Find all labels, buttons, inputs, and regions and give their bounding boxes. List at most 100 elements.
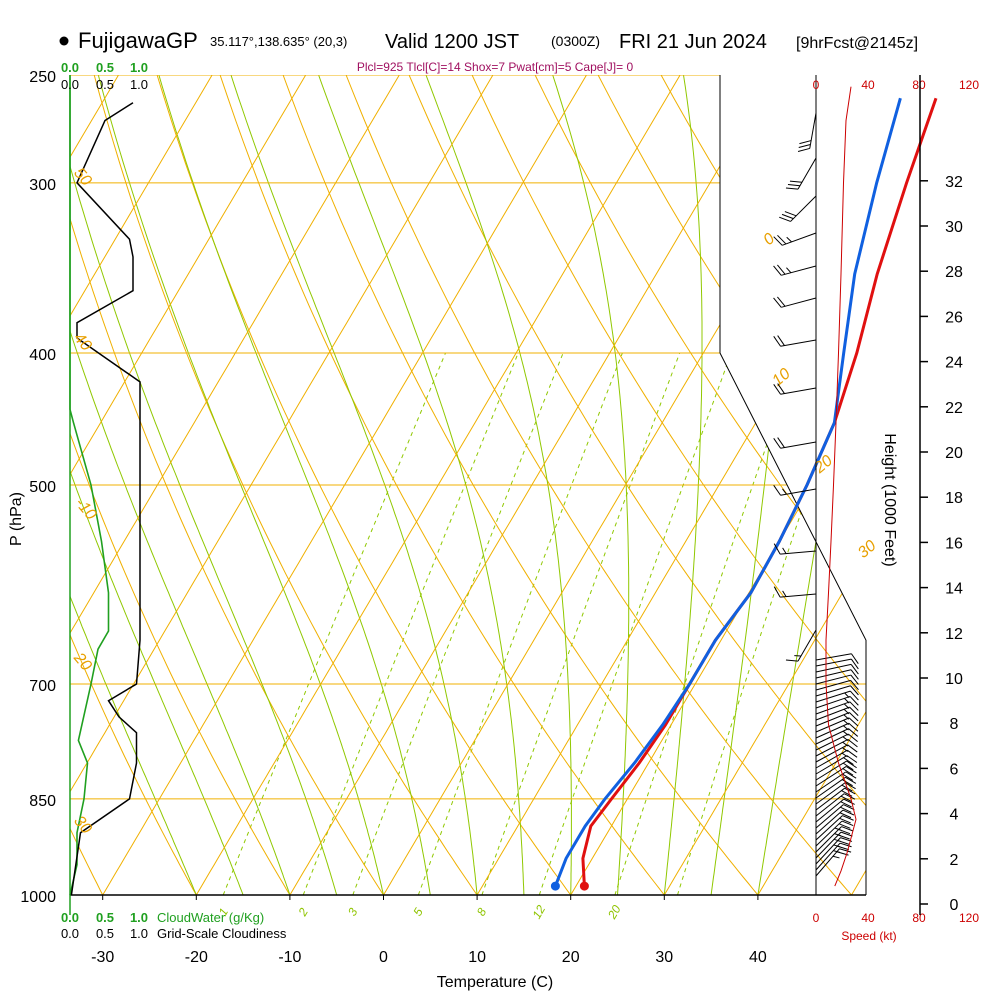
wind-barb-full bbox=[850, 658, 859, 670]
sounding-params: Plcl=925 Tlcl[C]=14 Shox=7 Pwat[cm]=5 Ca… bbox=[357, 60, 634, 74]
plot-frame bbox=[69, 75, 867, 915]
wind-barb-full bbox=[847, 739, 858, 748]
moist-adiabat-line bbox=[318, 75, 525, 895]
wind-barb bbox=[815, 685, 859, 697]
plot-frame-right-edge bbox=[719, 75, 867, 895]
moist-adiabat-line bbox=[552, 75, 630, 895]
wind-barb-full bbox=[847, 744, 858, 753]
pressure-axis: 250 300 400 500 700 850 1000 bbox=[20, 69, 56, 906]
moist-adiabat-line bbox=[70, 75, 291, 895]
wind-barb-staff bbox=[815, 782, 846, 805]
legend-bottom-black: 1.0 bbox=[130, 926, 148, 941]
wind-barb-full bbox=[842, 809, 855, 816]
wind-barb-full bbox=[849, 696, 859, 706]
legend-top-black: 0.0 bbox=[61, 77, 79, 92]
wind-barb-staff bbox=[815, 771, 847, 793]
legend-top-green: 0.0 bbox=[61, 60, 79, 75]
height-tick-label: 10 bbox=[945, 671, 963, 688]
valid-time: Valid 1200 JST bbox=[385, 31, 519, 53]
dry-adiabat-line bbox=[70, 75, 197, 895]
isotherm-line bbox=[70, 75, 508, 895]
wind-barb-staff bbox=[815, 787, 845, 811]
height-tick-label: 12 bbox=[945, 626, 963, 643]
isotherm-label: 30 bbox=[855, 537, 880, 562]
wind-barb-full bbox=[844, 787, 856, 795]
wind-barb-full bbox=[839, 848, 852, 853]
wind-barb-half bbox=[786, 267, 792, 274]
wind-barb-staff bbox=[815, 663, 852, 673]
height-tick-label: 22 bbox=[945, 400, 963, 417]
height-tick-label: 24 bbox=[945, 355, 963, 372]
wind-barb-staff bbox=[780, 339, 817, 347]
wind-barb bbox=[815, 787, 856, 811]
wind-barb-full bbox=[784, 211, 797, 217]
wind-barb-staff bbox=[815, 701, 851, 715]
wind-barb-staff bbox=[815, 760, 847, 781]
wind-barb-full bbox=[841, 820, 854, 827]
wind-barb bbox=[815, 793, 856, 817]
pressure-tick-label: 300 bbox=[29, 177, 56, 194]
legend-bottom-black: 0.0 bbox=[61, 926, 79, 941]
wind-barb-staff bbox=[815, 815, 843, 841]
wind-barb-staff bbox=[815, 690, 851, 703]
isotherm-line bbox=[476, 75, 866, 895]
wind-barb bbox=[773, 232, 817, 246]
isotherm-line bbox=[757, 75, 866, 895]
wind-barb-full bbox=[799, 140, 812, 145]
wind-barb-full bbox=[842, 762, 854, 771]
x-tick-label: -30 bbox=[91, 949, 114, 966]
wind-barb-staff bbox=[780, 441, 817, 449]
dry-adiabat-line bbox=[398, 75, 866, 895]
wind-barb-full bbox=[849, 712, 859, 722]
wind-barb-full bbox=[777, 234, 787, 245]
cloudwater-label: CloudWater (g/Kg) bbox=[157, 910, 264, 925]
wind-barb-staff bbox=[780, 387, 817, 395]
wind-barb-staff bbox=[815, 669, 852, 679]
isotherm-line bbox=[102, 75, 602, 895]
isotherm-line bbox=[289, 75, 789, 895]
forecast-info: [9hrFcst@2145z] bbox=[796, 35, 918, 52]
wind-barb-full bbox=[845, 776, 857, 784]
wind-barb-staff bbox=[815, 706, 850, 721]
wind-barb bbox=[815, 658, 859, 670]
isotherm-line bbox=[70, 75, 414, 895]
wind-barb-staff bbox=[782, 232, 817, 246]
mixing-ratio-line bbox=[538, 352, 732, 895]
wind-barb-staff bbox=[815, 674, 851, 685]
wind-barb bbox=[785, 629, 817, 662]
y-axis-label: P (hPa) bbox=[8, 492, 25, 546]
cloudwater-profile bbox=[69, 75, 110, 896]
height-tick-label: 2 bbox=[950, 852, 959, 869]
wind-barb-staff bbox=[815, 658, 852, 667]
mixing-label: 8 bbox=[474, 905, 490, 918]
wind-barb-full bbox=[844, 782, 856, 790]
wind-barb-full bbox=[777, 335, 785, 346]
speed-tick-bottom: 80 bbox=[912, 911, 926, 925]
wind-barb-full bbox=[779, 216, 791, 222]
height-tick-label: 26 bbox=[945, 309, 963, 326]
speed-tick-top: 80 bbox=[912, 78, 926, 92]
wind-barb-full bbox=[842, 773, 854, 781]
wind-barb-full bbox=[839, 817, 851, 824]
wind-barb bbox=[773, 485, 817, 496]
x-tick-label: -20 bbox=[185, 949, 208, 966]
wind-barb-staff bbox=[809, 112, 817, 149]
moist-adiabat-line bbox=[663, 75, 703, 895]
cloudiness-label: Grid-Scale Cloudiness bbox=[157, 926, 287, 941]
dry-adiabat-line bbox=[149, 75, 572, 895]
wind-barb-full bbox=[839, 812, 852, 819]
dewpoint-profile bbox=[554, 97, 902, 887]
height-tick-label: 0 bbox=[950, 897, 959, 914]
dry-adiabat-label: 20 bbox=[70, 649, 95, 674]
wind-barb bbox=[815, 674, 859, 685]
legend-top-green: 0.5 bbox=[96, 60, 114, 75]
wind-barb-full bbox=[848, 722, 859, 732]
wind-barb-full bbox=[842, 768, 854, 776]
height-tick-label: 16 bbox=[945, 535, 963, 552]
wind-barb-staff bbox=[815, 848, 840, 877]
dry-adiabat-line bbox=[585, 75, 866, 895]
wind-barb-full bbox=[838, 828, 851, 835]
wind-barb-staff bbox=[815, 831, 842, 859]
surface-temp-dot bbox=[579, 881, 589, 891]
